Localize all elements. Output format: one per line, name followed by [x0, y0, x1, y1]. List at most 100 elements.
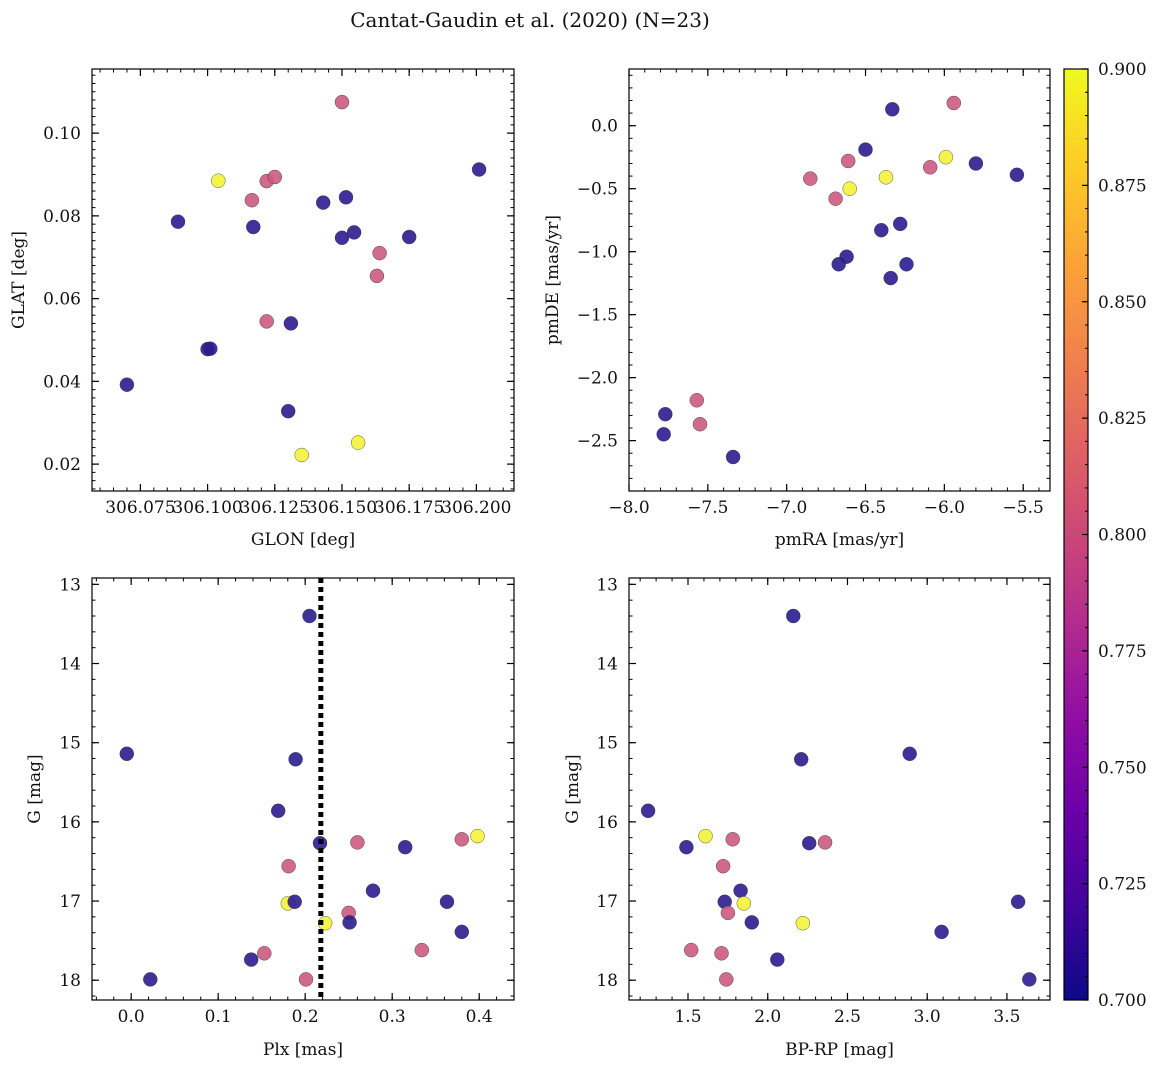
data-point — [795, 916, 810, 931]
data-point — [267, 169, 282, 185]
data-point — [689, 393, 704, 408]
x-tick-label: −6.0 — [924, 498, 965, 518]
data-point — [858, 142, 873, 157]
y-tick-label: 0.0 — [591, 117, 618, 137]
y-tick-label: 17 — [596, 892, 618, 912]
panel-2: −8.0 −7.5 −7.0 −6.5 −6.0 −5.5 −2.5 −2.0 −1.5 −1.0… — [543, 68, 1051, 550]
x-tick-label: 0.2 — [292, 1007, 319, 1027]
data-point — [281, 859, 296, 874]
y-tick-label: −1.5 — [577, 306, 618, 326]
data-point — [720, 905, 736, 921]
colorbar-tick-label: 0.775 — [1098, 642, 1147, 662]
data-point — [294, 447, 309, 463]
y-tick-label: 0.04 — [43, 372, 81, 392]
colorbar-tick-label: 0.900 — [1098, 60, 1147, 80]
x-tick-label: 306.125 — [240, 498, 310, 518]
data-point — [346, 225, 362, 240]
data-point — [725, 449, 741, 465]
data-point — [316, 195, 331, 210]
colorbar-tick-label: 0.850 — [1098, 293, 1147, 313]
data-point — [439, 894, 455, 909]
data-point — [770, 952, 785, 967]
colorbar-tick-label: 0.725 — [1098, 875, 1147, 895]
x-tick-label: 2.0 — [754, 1007, 781, 1027]
x-tick-label: 306.175 — [374, 498, 444, 518]
colorbar-tick-label: 0.800 — [1098, 526, 1147, 546]
axes-frame — [91, 577, 515, 1001]
data-point — [334, 94, 350, 110]
panel-1: 306.075306.100306.125306.150306.175306.2… — [9, 68, 515, 550]
y-tick-label: 16 — [59, 813, 81, 833]
y-tick-label: 14 — [596, 655, 618, 675]
y-tick-label: 18 — [596, 971, 618, 991]
data-point — [271, 803, 286, 818]
data-point — [736, 896, 751, 911]
data-point — [828, 191, 843, 206]
data-point — [470, 828, 485, 844]
data-point — [350, 435, 366, 450]
data-point — [733, 883, 748, 898]
data-point — [817, 835, 833, 850]
data-point — [715, 859, 731, 874]
x-tick-label: 306.075 — [105, 498, 175, 518]
y-tick-label: 15 — [596, 734, 618, 754]
data-point — [923, 160, 938, 175]
x-tick-label: 0.0 — [118, 1007, 145, 1027]
data-point — [454, 832, 469, 847]
data-point — [842, 181, 857, 196]
data-point — [338, 190, 354, 205]
x-tick-label: 3.5 — [993, 1007, 1020, 1027]
data-point — [802, 836, 817, 851]
data-point — [658, 407, 673, 422]
y-axis-label: GLAT [deg] — [9, 231, 29, 329]
y-tick-label: 16 — [596, 813, 618, 833]
data-point — [302, 608, 317, 624]
data-point — [1010, 894, 1026, 909]
data-point — [454, 924, 469, 940]
points — [119, 608, 485, 987]
points — [640, 608, 1037, 987]
x-tick-label: 306.150 — [307, 498, 377, 518]
x-tick-label: −7.0 — [766, 498, 807, 518]
data-point — [841, 153, 856, 169]
data-point — [692, 417, 708, 432]
y-tick-label: −1.0 — [577, 243, 618, 263]
data-point — [786, 608, 801, 624]
y-tick-label: 15 — [59, 734, 81, 754]
x-axis-label: Plx [mas] — [263, 1040, 343, 1060]
points — [119, 94, 487, 463]
data-point — [899, 257, 914, 272]
data-point — [211, 173, 226, 188]
data-point — [679, 840, 694, 855]
y-tick-label: 13 — [59, 575, 81, 595]
colorbar: 0.700 0.725 0.750 0.775 0.800 0.825 0.850 0.875… — [1063, 60, 1147, 1011]
data-point — [656, 427, 671, 442]
x-tick-label: −6.5 — [845, 498, 886, 518]
x-tick-label: 0.4 — [466, 1007, 493, 1027]
data-point — [885, 102, 900, 117]
data-point — [288, 752, 303, 767]
axes-frame — [91, 68, 515, 492]
data-point — [794, 752, 809, 767]
x-tick-label: 0.1 — [205, 1007, 232, 1027]
data-point — [369, 268, 385, 284]
data-point — [342, 915, 357, 930]
y-axis-label: G [mag] — [25, 754, 45, 823]
y-tick-label: −2.5 — [577, 432, 618, 452]
points — [656, 95, 1025, 465]
figure-title: Cantat-Gaudin et al. (2020) (N=23) — [350, 8, 710, 32]
data-point — [414, 942, 429, 958]
x-axis-label: GLON [deg] — [251, 530, 355, 550]
x-tick-label: 306.200 — [441, 498, 511, 518]
data-point — [283, 316, 299, 331]
data-point — [334, 230, 350, 246]
x-tick-label: −8.0 — [608, 498, 649, 518]
data-point — [874, 222, 889, 238]
data-point — [257, 946, 272, 961]
y-tick-label: 14 — [59, 655, 81, 675]
panel-4: 1.5 2.0 2.5 3.0 3.5 13 14 15 16 17 18 BP-RP [mag] G … — [563, 575, 1051, 1060]
data-point — [402, 229, 417, 245]
y-tick-label: 0.02 — [43, 455, 81, 475]
x-axis-label: BP-RP [mag] — [785, 1040, 894, 1060]
x-tick-label: 1.5 — [674, 1007, 701, 1027]
